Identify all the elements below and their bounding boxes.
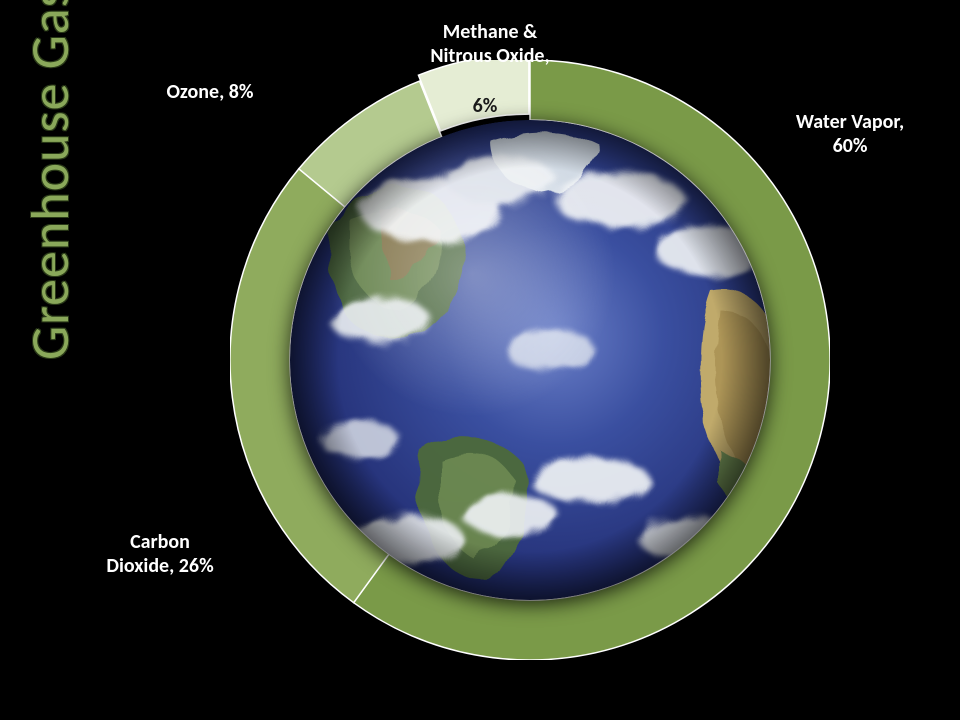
inner-label-methane_n2o: 6% [473, 94, 498, 118]
page-title: Greenhouse Gases [17, 0, 83, 360]
donut-chart [230, 60, 830, 660]
earth-image [290, 120, 770, 600]
label-methane_n2o: Methane & Nitrous Oxide, [430, 20, 549, 68]
label-water_vapor: Water Vapor, 60% [796, 110, 904, 158]
label-carbon_dioxide: Carbon Dioxide, 26% [106, 530, 213, 578]
label-ozone: Ozone, 8% [167, 80, 254, 104]
